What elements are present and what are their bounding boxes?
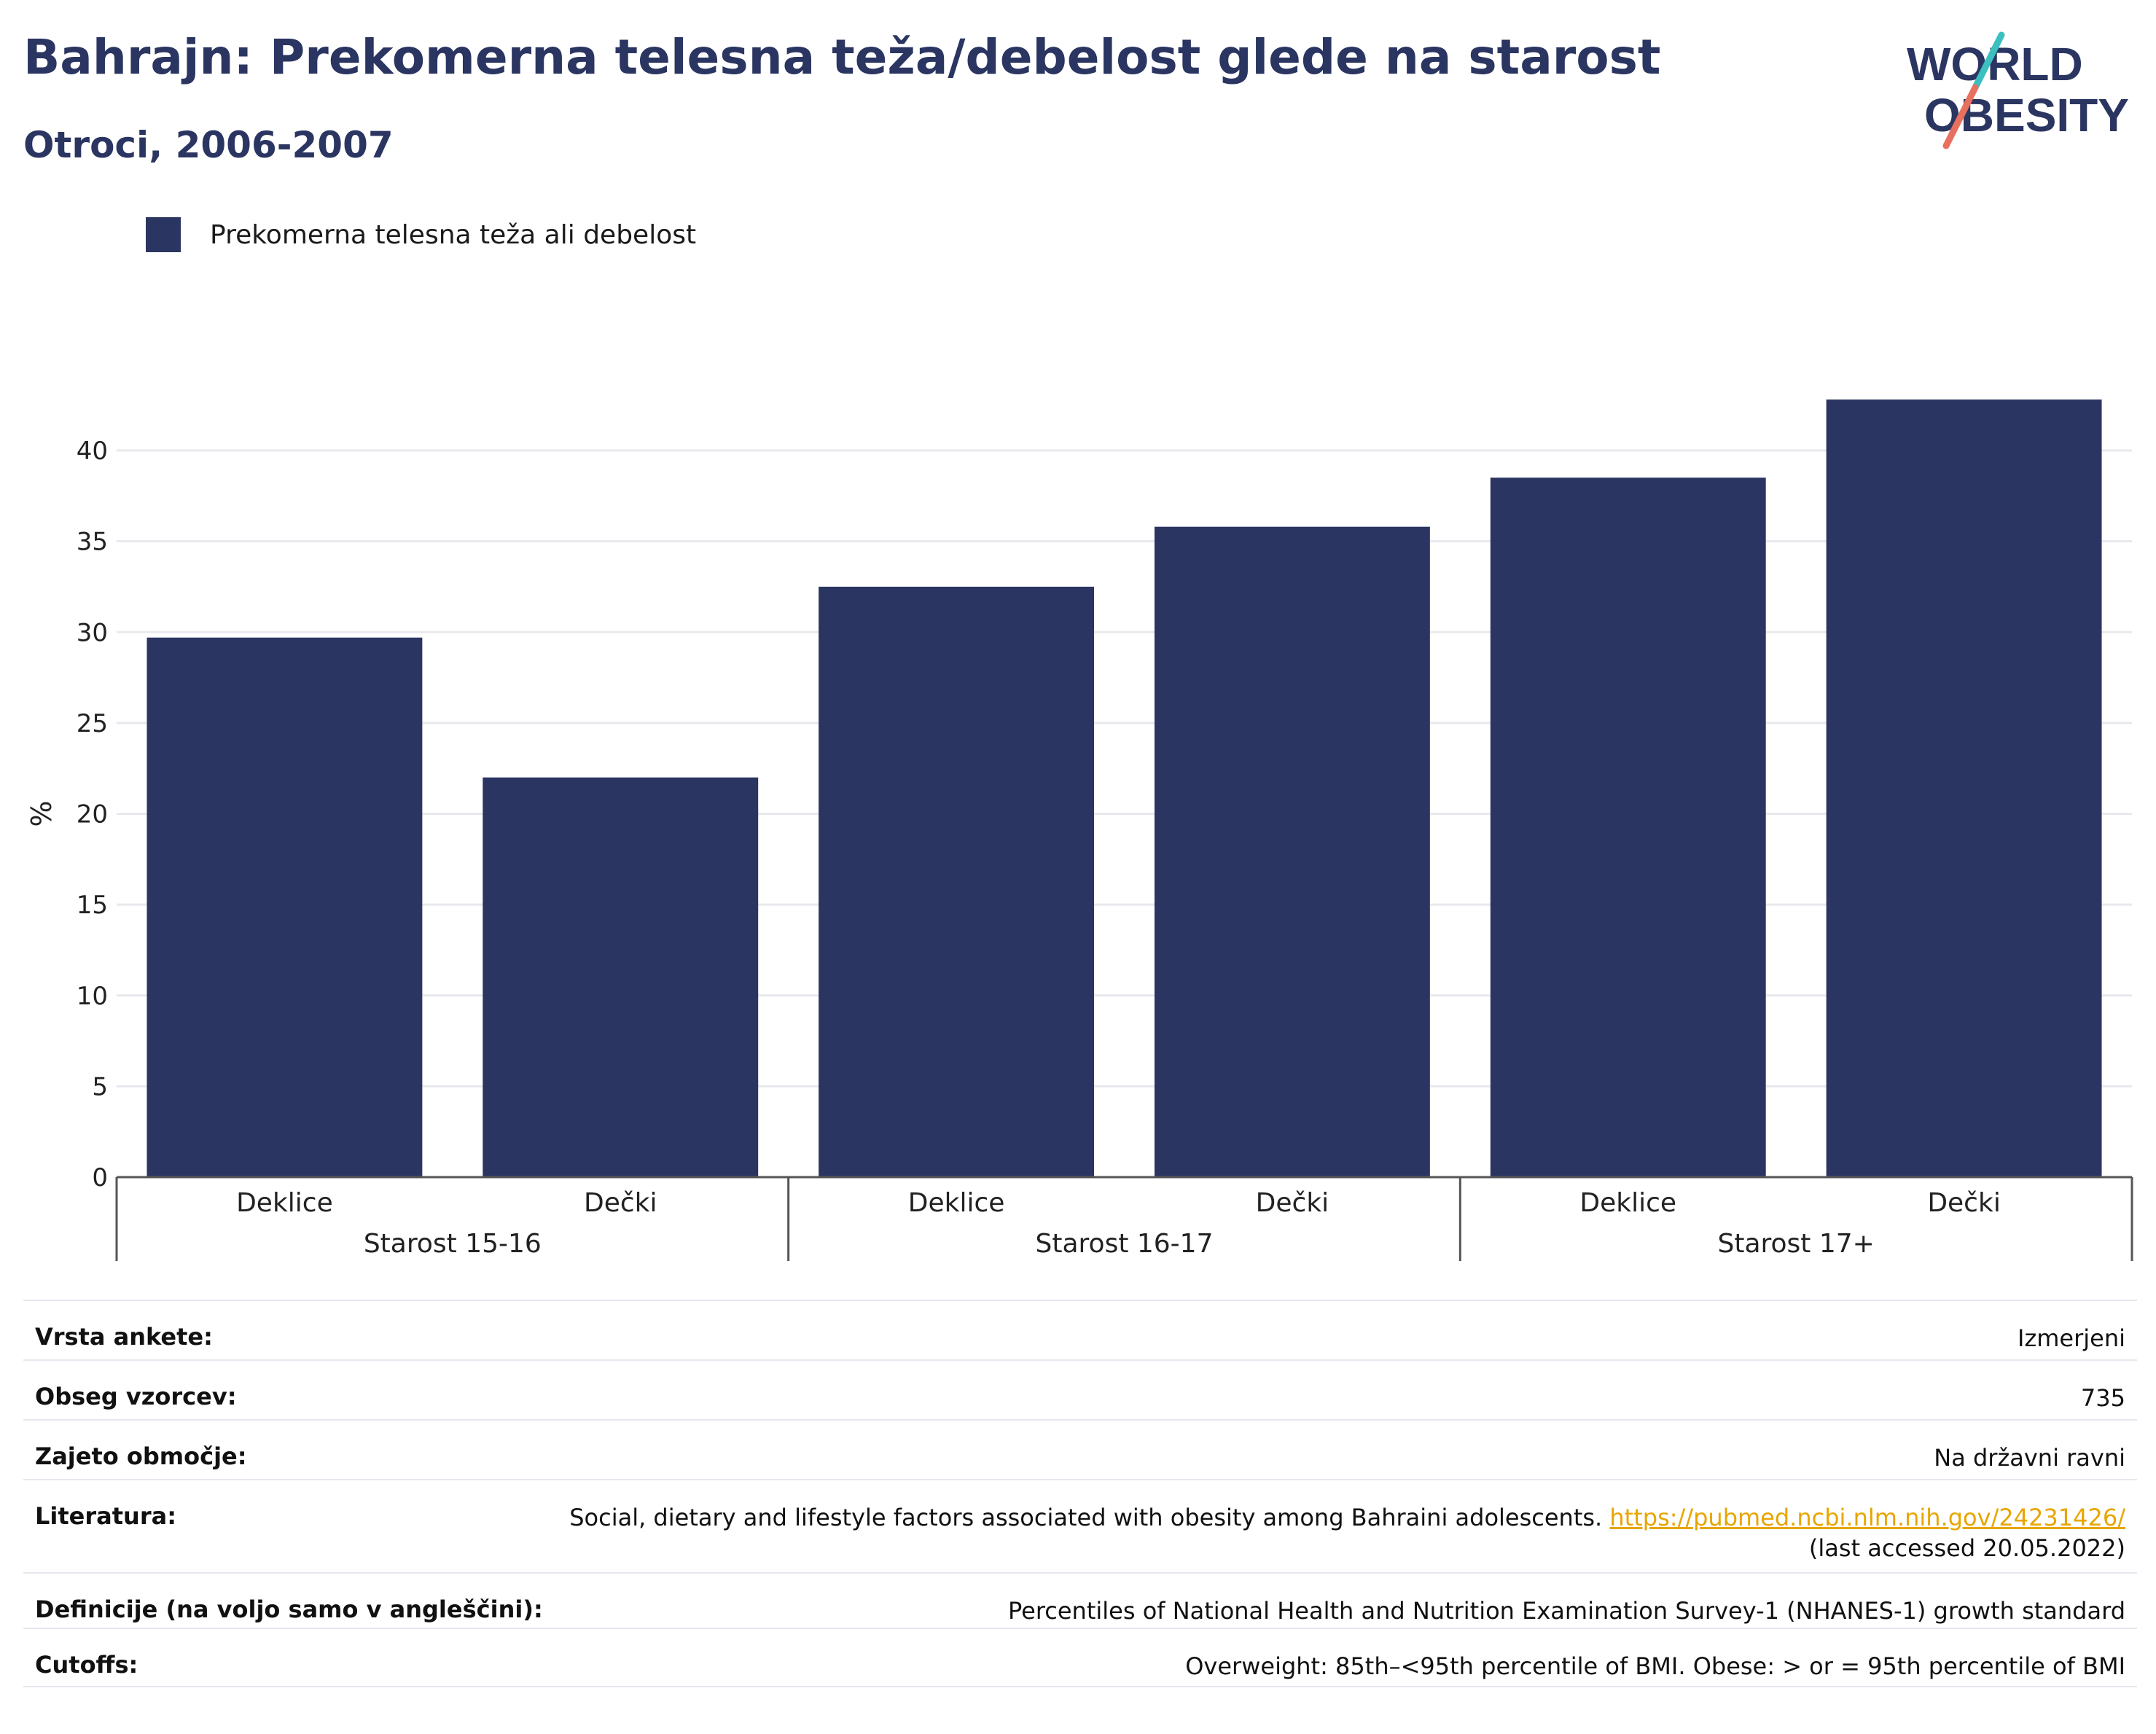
info-value-text: Na državni ravni <box>1934 1444 2125 1472</box>
reference-access-note: (last accessed 20.05.2022) <box>1808 1534 2125 1562</box>
info-row: Zajeto območje: Na državni ravni <box>23 1419 2137 1479</box>
info-value: Izmerjeni <box>2018 1323 2125 1354</box>
bar <box>147 637 423 1177</box>
x-tick-label: Deklice <box>236 1188 333 1218</box>
info-value-text: 735 <box>2080 1384 2125 1412</box>
info-label: Zajeto območje: <box>35 1442 247 1470</box>
logo-slash-top <box>1972 31 2005 91</box>
bar-chart: 0 5 10 15 20 25 30 35 40% Deklice Dečki Deklice Dečk… <box>26 399 2133 1261</box>
bar <box>1826 399 2102 1178</box>
x-tick-label: Deklice <box>908 1188 1005 1218</box>
info-value-text: Percentiles of National Health and Nutri… <box>1007 1597 2125 1625</box>
y-tick-label: 10 <box>77 982 108 1011</box>
info-label: Obseg vzorcev: <box>35 1383 237 1410</box>
group-label: Starost 17+ <box>1717 1229 1874 1259</box>
legend-swatch[interactable] <box>146 217 181 252</box>
info-value: Social, dietary and lifestyle factors as… <box>569 1502 2125 1563</box>
info-label: Definicije (na voljo samo v angleščini): <box>35 1596 543 1623</box>
chart-subtitle: Otroci, 2006-2007 <box>23 124 394 166</box>
y-tick-label: 0 <box>92 1163 108 1192</box>
bar <box>1154 526 1430 1177</box>
y-tick-label: 30 <box>77 618 108 647</box>
bar <box>819 586 1095 1177</box>
info-label: Vrsta ankete: <box>35 1323 213 1351</box>
info-value-text: Overweight: 85th–<95th percentile of BMI… <box>1185 1652 2125 1680</box>
bar <box>1490 477 1766 1177</box>
y-tick-label: 40 <box>77 437 108 466</box>
info-value: Percentiles of National Health and Nutri… <box>1008 1596 2125 1626</box>
info-value-text: Social, dietary and lifestyle factors as… <box>569 1504 1610 1531</box>
reference-link[interactable]: https://pubmed.ncbi.nlm.nih.gov/24231426… <box>1609 1504 2125 1531</box>
info-row: Definicije (na voljo samo v angleščini):… <box>23 1572 2137 1628</box>
info-row: Cutoffs: Overweight: 85th–<95th percentil… <box>23 1628 2137 1687</box>
info-value-text: Izmerjeni <box>2018 1324 2125 1352</box>
info-value: Overweight: 85th–<95th percentile of BMI… <box>1185 1651 2125 1682</box>
world-obesity-logo: WORLD OBESITY <box>1907 31 2129 149</box>
info-row: Obseg vzorcev: 735 <box>23 1359 2137 1419</box>
info-value: Na državni ravni <box>1934 1442 2125 1473</box>
info-row: Literatura: Social, dietary and lifestyle… <box>23 1479 2137 1572</box>
info-row: Vrsta ankete: Izmerjeni <box>23 1300 2137 1359</box>
logo-slash-bottom <box>1942 84 1979 149</box>
x-tick-label: Dečki <box>1927 1188 2001 1218</box>
legend: Prekomerna telesna teža ali debelost <box>146 217 696 252</box>
info-label: Cutoffs: <box>35 1651 138 1679</box>
group-label: Starost 16-17 <box>1036 1229 1214 1259</box>
chart-title: Bahrajn: Prekomerna telesna teža/debelos… <box>23 29 1661 85</box>
x-tick-label: Deklice <box>1579 1188 1676 1218</box>
y-tick-label: 5 <box>92 1072 108 1101</box>
x-tick-label: Dečki <box>584 1188 657 1218</box>
x-tick-label: Dečki <box>1256 1188 1329 1218</box>
legend-label[interactable]: Prekomerna telesna teža ali debelost <box>210 219 697 250</box>
y-tick-label: 35 <box>77 528 108 557</box>
y-tick-label: 20 <box>77 800 108 829</box>
y-tick-label: 25 <box>77 709 108 738</box>
bar <box>483 777 759 1177</box>
y-axis-label: % <box>26 800 58 827</box>
group-label: Starost 15-16 <box>364 1229 542 1259</box>
info-label: Literatura: <box>35 1502 176 1530</box>
info-value: 735 <box>2081 1383 2125 1413</box>
info-table: Vrsta ankete: Izmerjeni Obseg vzorcev: 735 Z… <box>23 1300 2137 1687</box>
y-tick-label: 15 <box>77 891 108 920</box>
